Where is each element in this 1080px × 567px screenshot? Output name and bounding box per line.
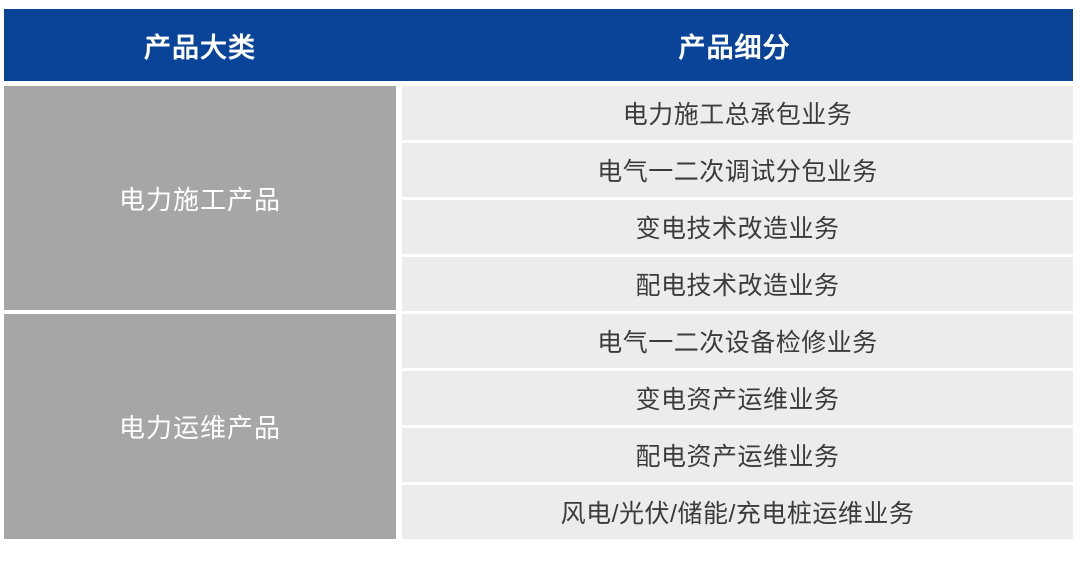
table-header-row: 产品大类 产品细分 xyxy=(4,9,1073,81)
header-gap xyxy=(4,81,1073,86)
table-row: 配电资产运维业务 xyxy=(4,428,1073,485)
table-row: 变电资产运维业务 xyxy=(4,371,1073,428)
category-cell-power-om: 电力运维产品 xyxy=(4,314,396,539)
detail-cell: 风电/光伏/储能/充电桩运维业务 xyxy=(396,485,1073,539)
category-cell-power-construction: 电力施工产品 xyxy=(4,86,396,314)
table-head: 产品大类 产品细分 xyxy=(4,9,1073,86)
detail-cell: 电气一二次设备检修业务 xyxy=(396,314,1073,371)
product-category-table: 产品大类 产品细分 电力施工产品 电力施工总承包业务 电气一二次调试分包业务 变… xyxy=(4,9,1073,539)
column-header-product-category: 产品大类 xyxy=(4,9,396,81)
detail-cell: 电力施工总承包业务 xyxy=(396,86,1073,143)
detail-cell: 电气一二次调试分包业务 xyxy=(396,143,1073,200)
table-row: 变电技术改造业务 xyxy=(4,200,1073,257)
detail-cell: 变电资产运维业务 xyxy=(396,371,1073,428)
header-gap-row xyxy=(4,81,1073,86)
table-body: 电力施工产品 电力施工总承包业务 电气一二次调试分包业务 变电技术改造业务 配电… xyxy=(4,86,1073,539)
detail-cell: 配电资产运维业务 xyxy=(396,428,1073,485)
detail-cell: 配电技术改造业务 xyxy=(396,257,1073,314)
detail-cell: 变电技术改造业务 xyxy=(396,200,1073,257)
table-row: 电力运维产品 电气一二次设备检修业务 xyxy=(4,314,1073,539)
table-row: 电气一二次调试分包业务 xyxy=(4,143,1073,200)
table-row: 电力施工产品 电力施工总承包业务 xyxy=(4,86,1073,314)
table-row: 风电/光伏/储能/充电桩运维业务 xyxy=(4,485,1073,539)
column-header-product-detail: 产品细分 xyxy=(396,9,1073,81)
table-row: 配电技术改造业务 xyxy=(4,257,1073,314)
